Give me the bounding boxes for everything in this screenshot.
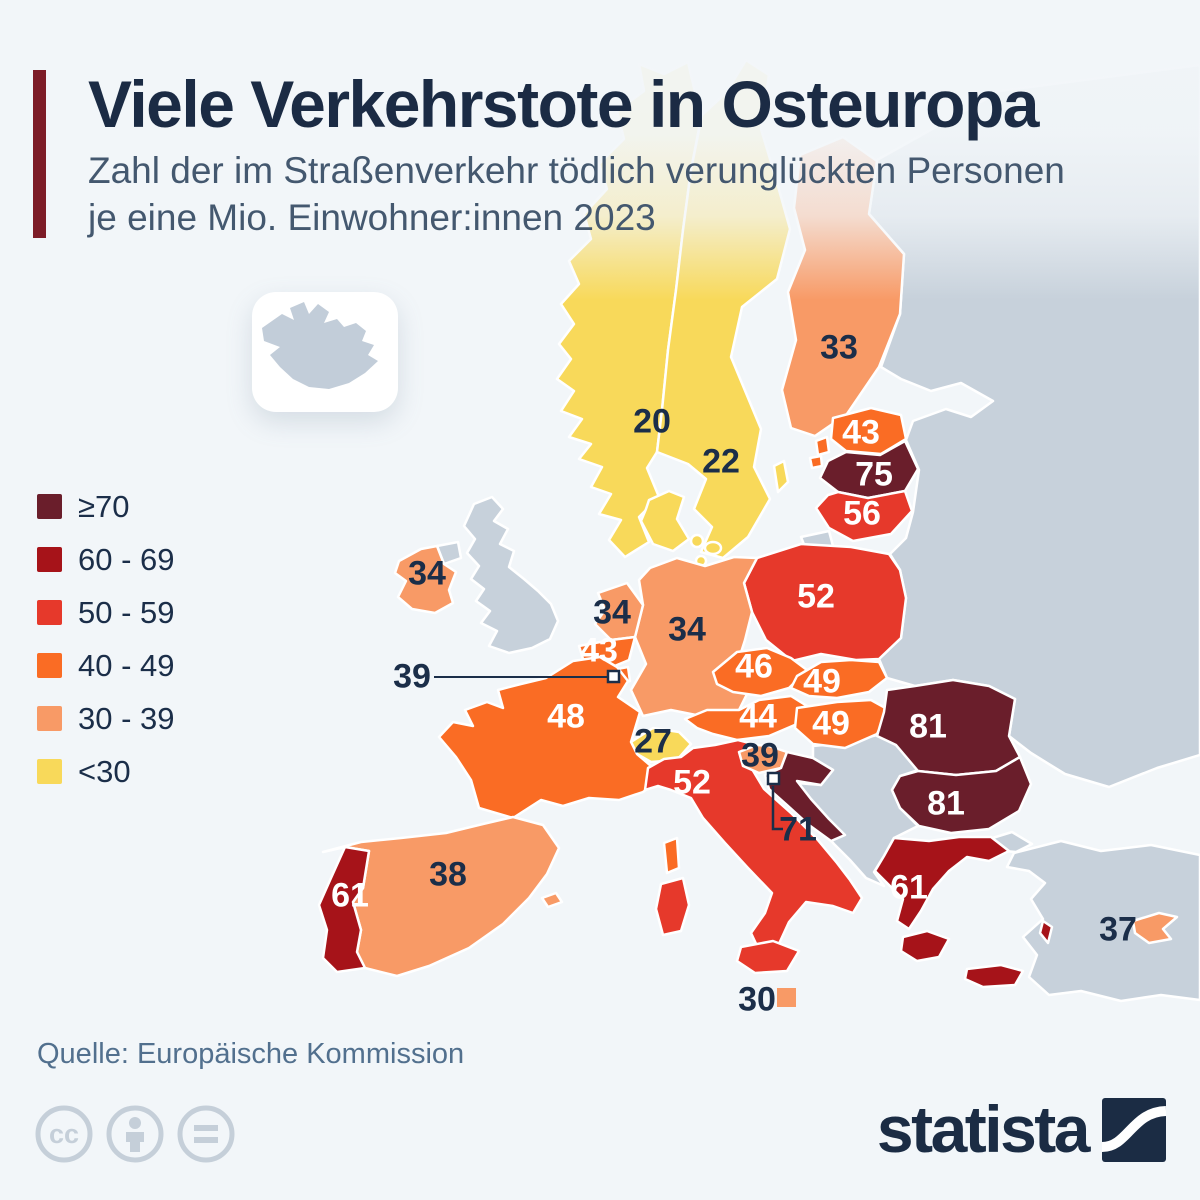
value-label-finland: 33 — [820, 328, 858, 367]
svg-text:cc: cc — [49, 1119, 79, 1149]
page-title: Viele Verkehrstote in Osteuropa — [88, 67, 1040, 141]
country-denmark-island-2 — [703, 540, 723, 556]
legend-item-70plus: ≥70 — [37, 489, 175, 524]
country-lithuania — [814, 489, 914, 543]
country-denmark-island-1 — [689, 533, 705, 549]
iceland-shape — [262, 302, 378, 389]
legend-item-30-39: 30 - 39 — [37, 701, 175, 736]
luxembourg-callout-marker — [606, 669, 621, 684]
country-balearics — [540, 891, 564, 909]
equals-icon — [177, 1105, 235, 1163]
legend-item-under30: <30 — [37, 754, 175, 789]
legend-item-50-59: 50 - 59 — [37, 595, 175, 630]
value-label-slovenia: 39 — [741, 736, 779, 775]
country-italy — [643, 738, 864, 950]
value-label-portugal: 61 — [331, 876, 369, 915]
title-accent-bar — [33, 70, 46, 238]
value-label-lithuania: 56 — [843, 494, 881, 533]
value-label-luxembourg: 39 — [393, 657, 431, 696]
legend-swatch-50-59 — [37, 600, 62, 625]
value-label-italy: 52 — [673, 763, 711, 802]
country-slovakia — [789, 658, 889, 700]
value-label-poland: 52 — [797, 577, 835, 616]
legend-label: <30 — [78, 753, 131, 789]
value-label-norway: 20 — [633, 402, 671, 441]
country-france — [437, 655, 661, 820]
malta-swatch — [777, 988, 796, 1007]
statista-logo-icon — [1102, 1098, 1166, 1162]
legend: ≥70 60 - 69 50 - 59 40 - 49 30 - 39 <30 — [37, 489, 175, 812]
country-crete — [963, 963, 1025, 989]
country-greece — [873, 835, 1011, 931]
iceland-inset — [252, 292, 398, 412]
legend-label: 40 - 49 — [78, 647, 175, 683]
value-label-spain: 38 — [429, 855, 467, 894]
value-label-cyprus: 37 — [1099, 910, 1137, 949]
value-label-germany: 34 — [668, 610, 706, 649]
legend-label: 50 - 59 — [78, 594, 175, 630]
statista-logo: statista — [877, 1096, 1166, 1162]
country-latvia — [818, 439, 920, 500]
value-label-latvia: 75 — [855, 455, 893, 494]
value-label-ireland: 34 — [408, 554, 446, 593]
value-label-greece: 61 — [890, 868, 928, 907]
value-label-belgium: 43 — [580, 631, 618, 670]
country-ireland — [393, 544, 458, 615]
country-croatia — [763, 750, 847, 843]
value-label-czechia: 46 — [735, 647, 773, 686]
statista-wordmark: statista — [876, 1092, 1091, 1166]
value-label-bulgaria: 81 — [927, 784, 965, 823]
country-cyprus — [1131, 911, 1179, 945]
cc-icon: cc — [35, 1105, 93, 1163]
legend-swatch-30-39 — [37, 706, 62, 731]
value-label-croatia: 71 — [779, 810, 817, 849]
subtitle-line-1: Zahl der im Straßenverkehr tödlich verun… — [88, 150, 1065, 191]
croatia-callout-line — [771, 786, 783, 831]
subtitle-line-2: je eine Mio. Einwohner:innen 2023 — [88, 196, 656, 238]
legend-label: ≥70 — [78, 488, 130, 524]
country-rhodes — [1038, 919, 1054, 945]
country-portugal — [317, 845, 371, 974]
value-label-slovakia: 49 — [803, 662, 841, 701]
value-label-estonia: 43 — [842, 413, 880, 452]
country-estonia-island-1 — [814, 435, 831, 457]
license-badges: cc — [32, 1100, 262, 1173]
legend-label: 30 - 39 — [78, 700, 175, 736]
country-turkey — [1005, 839, 1200, 1003]
country-sicily — [735, 939, 801, 975]
country-corsica — [662, 836, 681, 875]
attribution-icon — [106, 1105, 164, 1163]
country-sardinia — [654, 876, 691, 937]
legend-swatch-40-49 — [37, 653, 62, 678]
value-label-romania: 81 — [909, 707, 947, 746]
legend-swatch-60-69 — [37, 547, 62, 572]
value-label-switzerland: 27 — [634, 722, 672, 761]
country-poland — [742, 542, 908, 663]
legend-item-60-69: 60 - 69 — [37, 542, 175, 577]
legend-item-40-49: 40 - 49 — [37, 648, 175, 683]
value-label-netherlands: 34 — [593, 593, 631, 632]
page-subtitle: Zahl der im Straßenverkehr tödlich verun… — [88, 148, 1168, 242]
legend-swatch-under30 — [37, 759, 62, 784]
country-united-kingdom — [462, 495, 560, 655]
country-denmark — [639, 489, 691, 553]
value-label-sweden: 22 — [702, 442, 740, 481]
value-label-austria: 44 — [739, 697, 777, 736]
country-bulgaria — [890, 755, 1033, 835]
value-label-hungary: 49 — [812, 704, 850, 743]
croatia-callout-marker — [766, 771, 781, 786]
value-label-malta: 30 — [738, 980, 776, 1019]
country-estonia-island-2 — [808, 454, 824, 470]
legend-swatch-70plus — [37, 494, 62, 519]
country-gotland — [772, 459, 790, 494]
source-note: Quelle: Europäische Kommission — [37, 1038, 465, 1070]
value-label-france: 48 — [547, 697, 585, 736]
legend-label: 60 - 69 — [78, 541, 175, 577]
country-peloponnese — [899, 929, 951, 963]
